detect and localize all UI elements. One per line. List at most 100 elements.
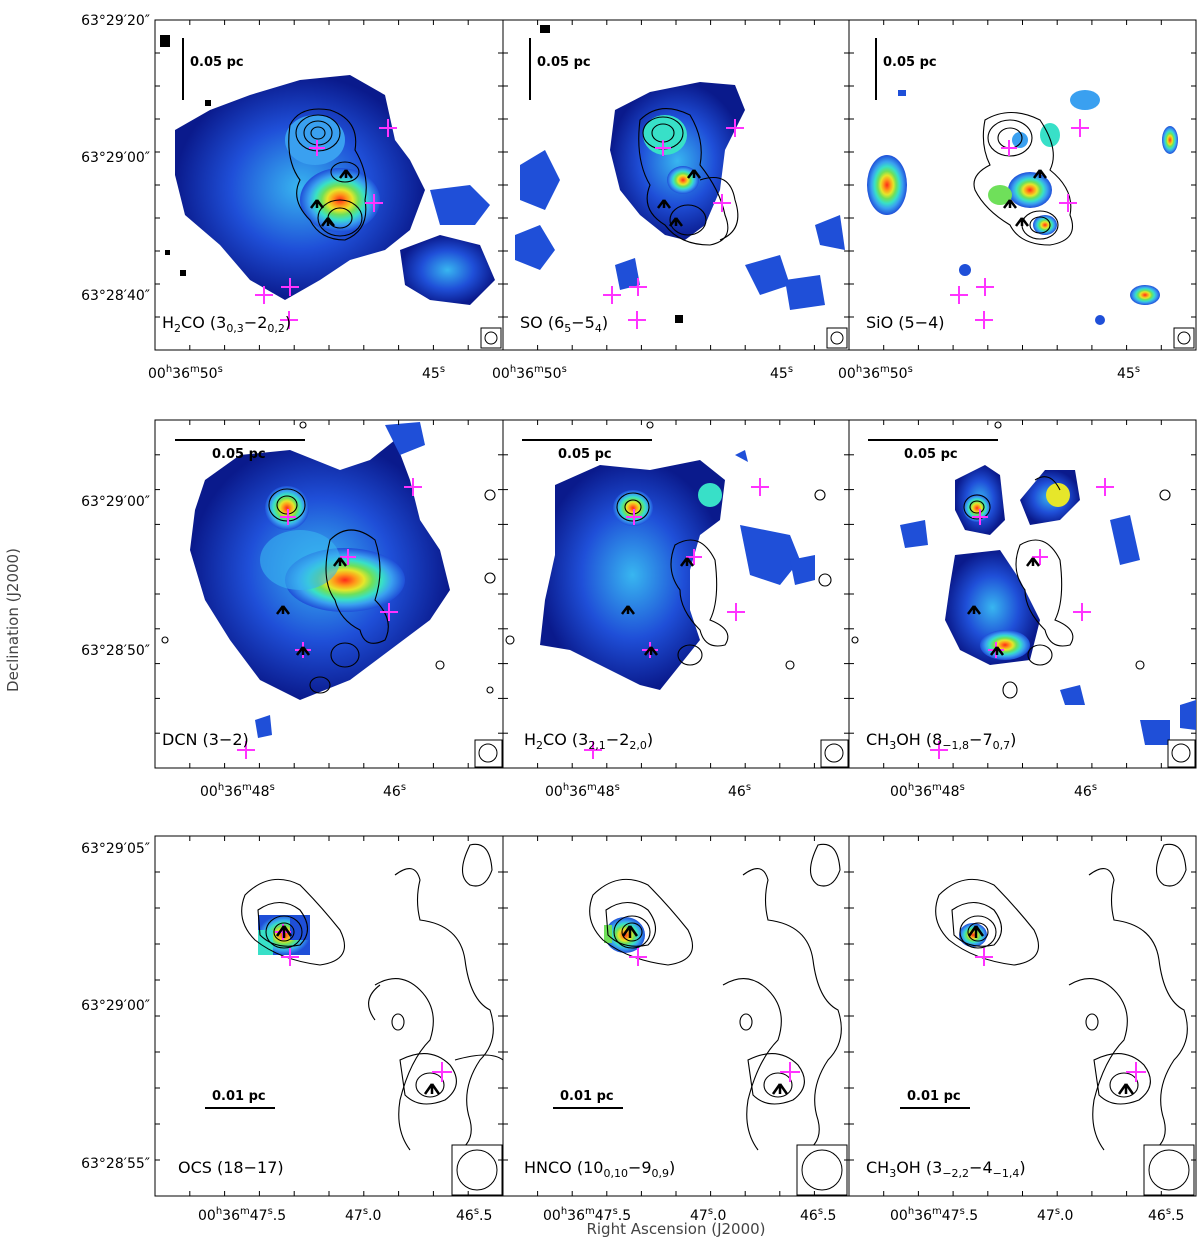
scale-bar-label: 0.01 pc xyxy=(212,1089,266,1104)
x-tick-label: 46s xyxy=(1074,782,1097,800)
protostar-markers xyxy=(657,169,701,227)
protostar-markers xyxy=(275,925,441,1095)
panel-label: DCN (3−2) xyxy=(162,730,249,749)
x-tick-label: 46s.5 xyxy=(1148,1206,1184,1224)
y-tick-label: 63°28′50″ xyxy=(81,643,150,659)
panel-label: SiO (5−4) xyxy=(866,313,945,332)
intensity-map xyxy=(160,35,495,305)
x-tick-label: 00h36m48s xyxy=(890,782,965,800)
row-3: 0.01 pc OCS (18−17) xyxy=(81,835,1197,1224)
x-tick-label: 00h36m47s.5 xyxy=(543,1206,631,1224)
x-tick-label: 47s.0 xyxy=(345,1206,381,1224)
x-tick-label: 00h36m50s xyxy=(492,364,567,382)
scale-bar: 0.01 pc xyxy=(553,1089,623,1109)
protostar-markers xyxy=(967,925,1135,1095)
intensity-map xyxy=(867,90,1178,325)
scale-bar-label: 0.05 pc xyxy=(904,447,958,462)
source-crosses xyxy=(603,119,744,329)
panel-ch3oh-3: 0.01 pc CH3OH (3−2,2−4−1,4) xyxy=(848,835,1197,1197)
panel-h2co-303: 0.05 pc H2CO (30,3−20,2) xyxy=(154,19,504,351)
y-axis-title: Declination (J2000) xyxy=(4,548,22,692)
y-tick-label: 63°28′40″ xyxy=(81,288,150,304)
panel-so-65: 0.05 pc SO (65−54) xyxy=(502,19,850,351)
x-tick-label: 00h36m47s.5 xyxy=(198,1206,286,1224)
intensity-map xyxy=(190,422,450,738)
panel-hnco: 0.01 pc HNCO (100,10−90,9) xyxy=(502,835,850,1197)
source-crosses xyxy=(950,119,1089,329)
row-3-x-ticks: 00h36m47s.5 47s.0 46s.5 00h36m47s.5 47s.… xyxy=(198,1206,1184,1224)
x-tick-label: 46s xyxy=(383,782,406,800)
scale-bar: 0.05 pc xyxy=(182,38,244,100)
scale-bar-label: 0.05 pc xyxy=(190,55,244,70)
row-1: 0.05 pc H2CO (30,3−20,2) xyxy=(81,13,1197,382)
panel-label: H2CO (30,3−20,2) xyxy=(162,313,291,335)
y-tick-label: 63°28′55″ xyxy=(81,1156,150,1172)
x-tick-label: 47s.0 xyxy=(690,1206,726,1224)
scale-bar-label: 0.05 pc xyxy=(883,55,937,70)
y-tick-label: 63°29′00″ xyxy=(81,494,150,510)
scale-bar: 0.01 pc xyxy=(205,1089,275,1109)
beam-box xyxy=(796,1144,848,1196)
source-crosses xyxy=(255,119,397,329)
beam-box xyxy=(1143,1144,1195,1196)
protostar-markers xyxy=(1003,169,1047,227)
row-2-x-ticks: 00h36m48s 46s 00h36m48s 46s 00h36m48s 46… xyxy=(200,782,1097,800)
x-tick-label: 47s.0 xyxy=(1037,1206,1073,1224)
x-tick-label: 46s.5 xyxy=(456,1206,492,1224)
x-tick-label: 00h36m48s xyxy=(545,782,620,800)
panel-label: H2CO (32,1−22,0) xyxy=(524,730,653,752)
protostar-markers xyxy=(967,557,1040,656)
x-tick-label: 46s xyxy=(728,782,751,800)
x-tick-label: 45s xyxy=(1117,364,1140,382)
scale-bar: 0.05 pc xyxy=(868,439,998,462)
panel-label: CH3OH (8−1,8−70,7) xyxy=(866,730,1016,752)
scale-bar-label: 0.05 pc xyxy=(558,447,612,462)
protostar-markers xyxy=(621,557,694,656)
y-tick-label: 63°29′20″ xyxy=(81,13,150,29)
x-tick-label: 00h36m47s.5 xyxy=(890,1206,978,1224)
x-tick-label: 46s.5 xyxy=(800,1206,836,1224)
beam-box xyxy=(826,327,848,349)
tick-marks xyxy=(155,20,1196,1196)
x-tick-label: 45s xyxy=(770,364,793,382)
x-tick-label: 00h36m48s xyxy=(200,782,275,800)
contours xyxy=(935,843,1188,1197)
panel-label: OCS (18−17) xyxy=(178,1158,284,1177)
intensity-map xyxy=(900,465,1196,745)
x-axis-title: Right Ascension (J2000) xyxy=(586,1220,765,1238)
scale-bar: 0.05 pc xyxy=(529,38,591,100)
x-tick-label: 00h36m50s xyxy=(838,364,913,382)
panel-dcn-32: 0.05 pc DCN (3−2) xyxy=(154,419,504,769)
beam-box xyxy=(480,327,502,349)
y-tick-label: 63°29′05″ xyxy=(81,841,150,857)
panel-ch3oh-8: 0.05 pc CH3OH (8−1,8−70,7) xyxy=(848,419,1197,769)
panel-sio-54: 0.05 pc SiO (5−4) xyxy=(848,19,1197,351)
y-tick-label: 63°29′00″ xyxy=(81,998,150,1014)
scale-bar-label: 0.05 pc xyxy=(537,55,591,70)
protostar-markers xyxy=(310,169,353,227)
panel-h2co-321: 0.05 pc H2CO (32,1−22,0) xyxy=(502,419,850,769)
intensity-map xyxy=(515,25,845,323)
row-2-y-ticks: 63°29′00″ 63°28′50″ xyxy=(81,494,150,659)
scale-bar-label: 0.05 pc xyxy=(212,447,266,462)
row-3-y-ticks: 63°29′05″ 63°29′00″ 63°28′55″ xyxy=(81,841,150,1172)
scale-bar: 0.01 pc xyxy=(900,1089,970,1109)
protostar-markers xyxy=(621,925,789,1095)
contours xyxy=(589,843,842,1197)
panel-label: HNCO (100,10−90,9) xyxy=(524,1158,675,1180)
beam-box xyxy=(451,1144,503,1196)
intensity-map xyxy=(540,450,815,690)
row-2: 0.05 pc DCN (3−2) xyxy=(81,419,1197,800)
x-tick-label: 45s xyxy=(422,364,445,382)
y-tick-label: 63°29′00″ xyxy=(81,150,150,166)
row-1-y-ticks: 63°29′20″ 63°29′00″ 63°28′40″ xyxy=(81,13,150,304)
source-crosses xyxy=(975,948,1146,1082)
source-crosses xyxy=(584,478,769,759)
scale-bar-label: 0.01 pc xyxy=(907,1089,961,1104)
contours xyxy=(851,421,1171,699)
panel-ocs-1817: 0.01 pc OCS (18−17) xyxy=(154,835,504,1197)
scale-bar: 0.05 pc xyxy=(875,38,937,100)
contours xyxy=(241,843,504,1197)
panel-label: CH3OH (3−2,2−4−1,4) xyxy=(866,1158,1026,1180)
